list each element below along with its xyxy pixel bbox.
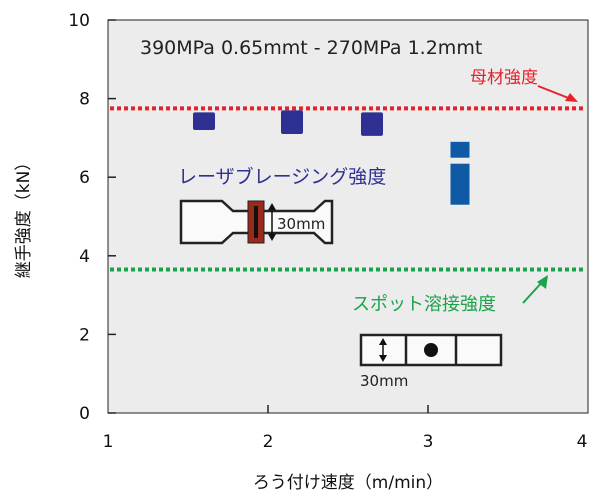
- spot-weld-arrowhead: [537, 275, 548, 289]
- y-tick-label: 0: [79, 404, 90, 424]
- x-tick-label: 3: [423, 432, 434, 452]
- data-point-gap: [449, 157, 471, 164]
- data-point-range: [450, 141, 470, 205]
- base-material-arrowhead: [565, 93, 578, 102]
- x-tick-label: 2: [263, 432, 274, 452]
- spot-weld-specimen-diagram: 30mm: [359, 333, 503, 390]
- laser-brazing-data-point: [281, 110, 303, 134]
- laser-brazing-label: レーザブレージング強度: [178, 165, 386, 188]
- y-tick-label: 10: [68, 11, 90, 31]
- spot-width-annotation: 30mm: [360, 372, 408, 390]
- laser-brazing-data-point: [361, 112, 383, 136]
- spot-weld-nugget: [424, 343, 438, 357]
- x-axis-title: ろう付け速度（m/min）: [253, 473, 443, 493]
- base-material-label: 母材強度: [470, 68, 538, 88]
- laser-brazing-specimen-diagram: 30mm: [179, 199, 334, 245]
- laser-brazing-data-point: [193, 112, 215, 131]
- chart-title: 390MPa 0.65mmt - 270MPa 1.2mmt: [140, 37, 482, 59]
- y-axis-title: 継手強度（kN）: [14, 154, 34, 279]
- laser-width-annotation: 30mm: [277, 215, 325, 233]
- x-tick-label: 4: [577, 432, 588, 452]
- x-tick-label: 1: [103, 432, 114, 452]
- spot-weld-label: スポット溶接強度: [352, 294, 496, 315]
- y-tick-label: 6: [79, 168, 90, 188]
- base-material-arrow: [537, 85, 572, 100]
- y-tick-label: 8: [79, 90, 90, 110]
- y-tick-label: 2: [79, 325, 90, 345]
- y-tick-label: 4: [79, 247, 90, 267]
